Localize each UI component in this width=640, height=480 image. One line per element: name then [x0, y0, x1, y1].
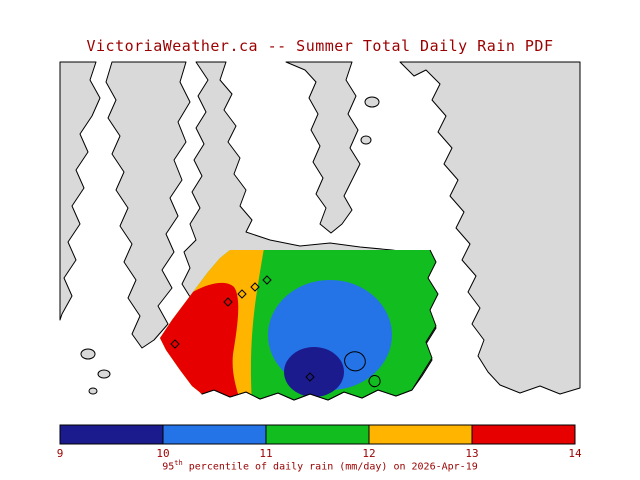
station-markers [170, 275, 315, 382]
colorbar-tick-13: 13 [465, 447, 479, 460]
station-marker [170, 339, 180, 349]
station-marker [237, 289, 247, 299]
caption-text: percentile of daily rain (mm/day) on 202… [182, 461, 478, 473]
colorbar-segment-10-11 [162, 424, 267, 445]
caption-value: 95 [162, 461, 175, 473]
station-marker [250, 282, 260, 292]
landmass-west-inlet-ridge [105, 61, 191, 349]
landmass-east [399, 61, 581, 395]
colorbar-tick-12: 12 [362, 447, 376, 460]
plot-title: VictoriaWeather.ca -- Summer Total Daily… [86, 37, 554, 55]
colorbar-segment-9-10 [59, 424, 164, 445]
islet-southwest-1 [80, 348, 96, 360]
islet-southwest-3 [88, 387, 98, 395]
lake-outline-1 [344, 351, 366, 372]
islet-southwest-2 [97, 369, 111, 379]
contour-band-9-10 [284, 347, 344, 397]
colorbar-tick-14: 14 [568, 447, 582, 460]
colorbar-segment-13-14 [471, 424, 576, 445]
colorbar-tick-9: 9 [56, 447, 64, 460]
station-marker [223, 297, 233, 307]
coastline-over-contour [201, 249, 439, 401]
caption-superscript: th [174, 459, 183, 467]
landmass-northwest [59, 61, 101, 321]
island-top-center [285, 61, 361, 234]
islet-strait-2 [360, 135, 372, 145]
station-marker [262, 275, 272, 285]
colorbar-tick-11: 11 [259, 447, 273, 460]
colorbar [59, 424, 576, 445]
lake-outline-2 [368, 375, 381, 388]
colorbar-segment-12-13 [368, 424, 473, 445]
colorbar-tick-10: 10 [156, 447, 170, 460]
station-marker [305, 372, 315, 382]
islet-strait-1 [364, 96, 380, 108]
colorbar-segment-11-12 [265, 424, 370, 445]
plot-caption: 95th percentile of daily rain (mm/day) o… [0, 459, 640, 472]
